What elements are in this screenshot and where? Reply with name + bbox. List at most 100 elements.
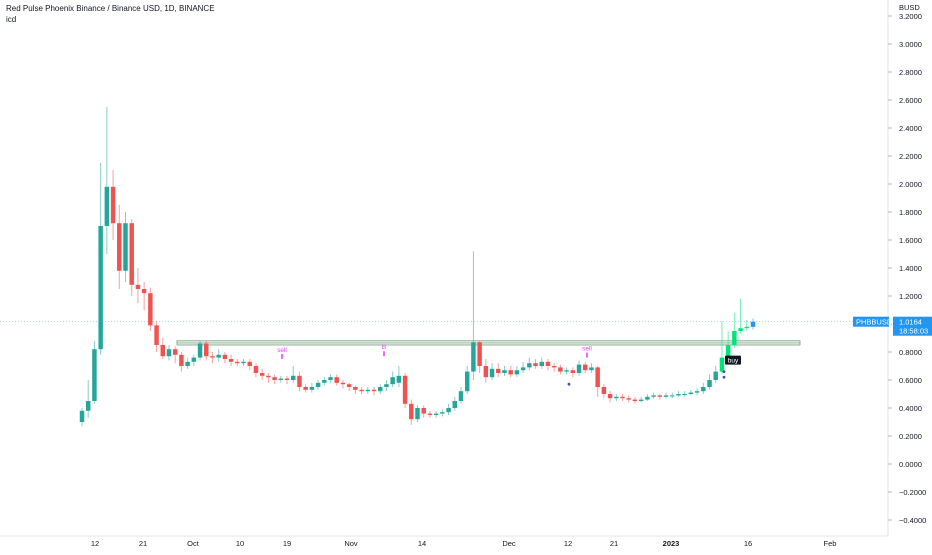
candle[interactable]: [117, 205, 122, 289]
candle[interactable]: [297, 371, 302, 392]
candle[interactable]: [390, 371, 395, 387]
candle[interactable]: [663, 392, 669, 399]
candle[interactable]: [583, 361, 588, 373]
candle[interactable]: [266, 373, 271, 383]
candle[interactable]: [576, 360, 582, 376]
time-axis[interactable]: 12 21 Oct 10 19 Nov 14 Dec 12 21 2023 16 Feb: [91, 539, 837, 548]
candle[interactable]: [589, 363, 594, 373]
candle[interactable]: [601, 384, 607, 399]
candle[interactable]: [738, 298, 743, 334]
candle[interactable]: [570, 367, 576, 378]
candle[interactable]: [92, 340, 97, 404]
candle[interactable]: [272, 374, 277, 385]
candle[interactable]: [129, 219, 134, 296]
candle[interactable]: [483, 359, 489, 383]
candle[interactable]: [123, 212, 128, 282]
candle[interactable]: [135, 268, 141, 303]
candle[interactable]: [148, 287, 153, 331]
candle[interactable]: [104, 107, 110, 254]
candle[interactable]: [216, 349, 221, 362]
candle[interactable]: [427, 410, 433, 418]
candle[interactable]: [551, 363, 557, 372]
candle[interactable]: [172, 346, 178, 364]
candle[interactable]: [166, 345, 172, 361]
candle[interactable]: [676, 391, 681, 397]
candle[interactable]: [179, 352, 184, 372]
candle[interactable]: [365, 387, 371, 394]
candle[interactable]: [309, 382, 315, 393]
candle[interactable]: [141, 282, 147, 310]
candle[interactable]: [713, 366, 718, 383]
candle[interactable]: [353, 385, 358, 394]
candle[interactable]: [154, 321, 159, 352]
candle[interactable]: [247, 359, 252, 371]
candle[interactable]: [607, 391, 613, 403]
candle[interactable]: [614, 394, 619, 401]
candle[interactable]: [744, 319, 750, 331]
candle[interactable]: [334, 374, 339, 386]
price-axis[interactable]: −0.4000 −0.2000 0.0000 0.2000 0.4000 0.6000 0.…: [888, 12, 926, 525]
candle[interactable]: [79, 408, 85, 427]
candle[interactable]: [520, 361, 526, 373]
candle[interactable]: [259, 368, 265, 380]
candle[interactable]: [98, 163, 103, 355]
candle[interactable]: [707, 374, 712, 390]
candle[interactable]: [514, 366, 520, 378]
candle[interactable]: [278, 375, 284, 383]
candle[interactable]: [384, 380, 389, 392]
candle[interactable]: [433, 410, 439, 418]
candle[interactable]: [328, 374, 333, 383]
candle[interactable]: [458, 387, 464, 404]
candle[interactable]: [359, 387, 364, 394]
candle[interactable]: [110, 170, 116, 240]
candle[interactable]: [508, 366, 513, 378]
candle[interactable]: [371, 387, 377, 396]
candle[interactable]: [669, 392, 675, 399]
candle[interactable]: [452, 396, 458, 411]
candle[interactable]: [191, 354, 197, 366]
candle[interactable]: [732, 312, 737, 348]
candle[interactable]: [558, 364, 563, 375]
candle[interactable]: [253, 363, 259, 378]
candle[interactable]: [595, 366, 600, 397]
candle[interactable]: [185, 357, 190, 369]
candle[interactable]: [682, 391, 687, 397]
candle[interactable]: [415, 405, 420, 422]
candle[interactable]: [440, 409, 445, 417]
candle[interactable]: [533, 359, 538, 369]
candle[interactable]: [545, 359, 551, 371]
candle[interactable]: [160, 338, 166, 359]
indicator-label[interactable]: icd: [6, 15, 17, 24]
candle[interactable]: [197, 340, 203, 361]
candle[interactable]: [688, 389, 694, 396]
candle[interactable]: [626, 395, 631, 403]
candle[interactable]: [496, 363, 501, 378]
candle[interactable]: [284, 375, 290, 385]
candle[interactable]: [701, 382, 706, 394]
candle[interactable]: [396, 366, 402, 387]
candle[interactable]: [322, 377, 327, 386]
candle[interactable]: [651, 392, 656, 399]
candle[interactable]: [446, 403, 451, 415]
candle[interactable]: [409, 399, 414, 425]
candle[interactable]: [657, 394, 663, 400]
candle[interactable]: [228, 354, 234, 366]
candle[interactable]: [222, 352, 228, 364]
candle[interactable]: [489, 363, 495, 380]
candle[interactable]: [204, 340, 209, 361]
candle[interactable]: [377, 384, 383, 394]
candle[interactable]: [346, 382, 352, 392]
candle[interactable]: [694, 388, 700, 396]
candle[interactable]: [725, 331, 731, 361]
candle[interactable]: [402, 373, 408, 408]
candle[interactable]: [632, 396, 638, 404]
candle[interactable]: [210, 352, 215, 364]
candle[interactable]: [471, 251, 476, 380]
candle[interactable]: [539, 357, 544, 369]
candle[interactable]: [235, 359, 240, 366]
candle[interactable]: [241, 359, 246, 366]
candle[interactable]: [645, 394, 650, 401]
candle[interactable]: [750, 318, 756, 330]
